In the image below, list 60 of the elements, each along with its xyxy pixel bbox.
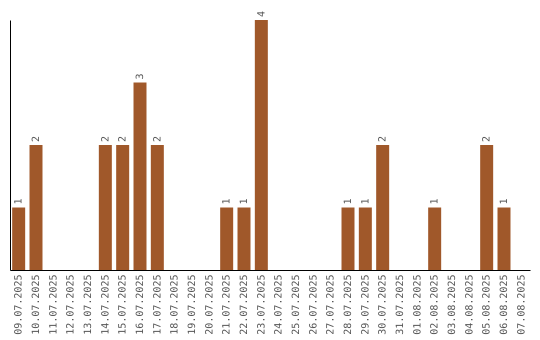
x-tick-label: 26.07.2025 <box>308 274 320 335</box>
x-tick-label: 09.07.2025 <box>14 274 25 335</box>
data-label: 1 <box>239 198 250 204</box>
x-tick-label: 16.07.2025 <box>135 274 146 335</box>
data-label: 2 <box>100 136 112 142</box>
x-tick-label: 30.07.2025 <box>378 274 389 335</box>
data-label: 2 <box>482 136 493 142</box>
x-tick-label: 24.07.2025 <box>274 274 285 335</box>
x-tick-label: 04.08.2025 <box>464 274 476 335</box>
data-label: 2 <box>378 136 389 142</box>
x-tick-label: 01.08.2025 <box>412 274 424 335</box>
x-tick-label: 05.08.2025 <box>482 274 493 335</box>
x-tick-label: 29.07.2025 <box>360 274 372 335</box>
x-tick-label: 18.07.2025 <box>170 274 181 335</box>
bar <box>342 208 354 270</box>
data-label: 2 <box>118 136 129 142</box>
data-label: 2 <box>152 136 164 142</box>
x-tick-label: 11.07.2025 <box>48 274 60 335</box>
bar <box>254 20 268 270</box>
data-label: 1 <box>222 198 233 204</box>
x-tick-label: 27.07.2025 <box>326 274 337 335</box>
x-tick-label: 25.07.2025 <box>291 274 302 335</box>
x-tick-label: 22.07.2025 <box>239 274 250 335</box>
data-label: 1 <box>343 198 354 204</box>
bar <box>428 208 442 270</box>
bar <box>30 145 42 270</box>
x-tick-label: 15.07.2025 <box>118 274 129 335</box>
bar <box>134 82 146 270</box>
data-label: 1 <box>499 198 510 204</box>
x-tick-label: 02.08.2025 <box>430 274 441 335</box>
bar <box>150 145 164 270</box>
x-tick-label: 31.07.2025 <box>395 274 406 335</box>
x-tick-label: 10.07.2025 <box>31 274 42 335</box>
x-tick-label: 17.07.2025 <box>152 274 164 335</box>
x-tick-label: 14.07.2025 <box>100 274 112 335</box>
bar <box>98 145 112 270</box>
x-tick-label: 21.07.2025 <box>222 274 233 335</box>
bar <box>220 208 234 270</box>
x-tick-label: 19.07.2025 <box>187 274 198 335</box>
bar <box>238 208 250 270</box>
x-tick-label: 03.08.2025 <box>447 274 458 335</box>
bar <box>498 208 510 270</box>
x-tick-label: 13.07.2025 <box>83 274 94 335</box>
data-label: 1 <box>430 198 441 204</box>
bar <box>116 145 130 270</box>
x-tick-label: 12.07.2025 <box>66 274 77 335</box>
bar <box>376 145 390 270</box>
data-label: 1 <box>14 198 25 204</box>
data-label: 4 <box>256 10 268 17</box>
x-tick-label: 20.07.2025 <box>204 274 216 335</box>
bar <box>358 208 372 270</box>
bar <box>480 145 494 270</box>
data-label: 3 <box>135 73 146 80</box>
x-tick-label: 06.08.2025 <box>499 274 510 335</box>
x-tick-label: 28.07.2025 <box>343 274 354 335</box>
bar <box>12 208 26 270</box>
x-tick-label: 07.08.2025 <box>516 274 528 335</box>
data-label: 2 <box>31 136 42 142</box>
x-tick-label: 23.07.2025 <box>256 274 268 335</box>
data-label: 1 <box>360 198 372 204</box>
